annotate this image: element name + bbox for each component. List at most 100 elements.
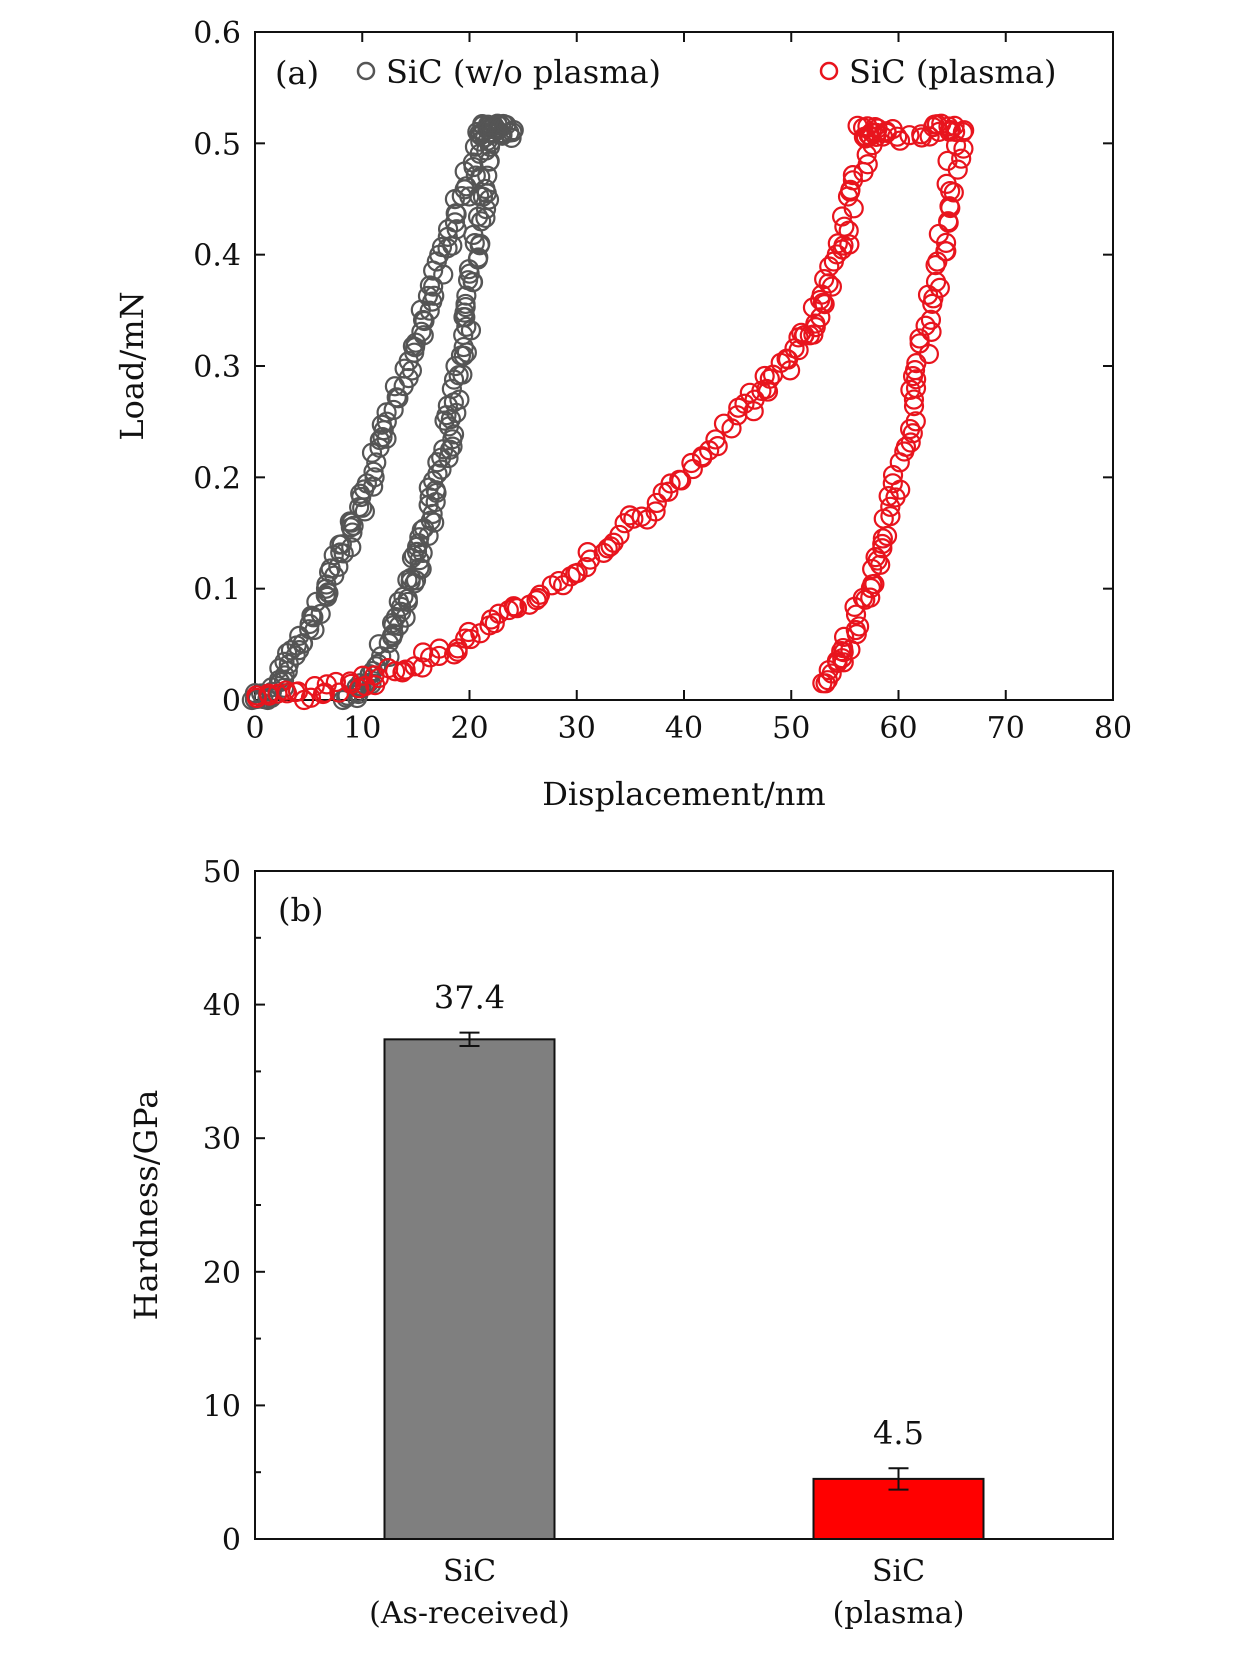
data-points-a bbox=[241, 113, 975, 711]
data-point-plasma bbox=[246, 685, 267, 706]
data-point-plasma bbox=[623, 508, 644, 529]
panel-label-a: (a) bbox=[275, 54, 319, 92]
data-point-wo-plasma bbox=[341, 512, 362, 533]
data-point-wo-plasma bbox=[376, 411, 397, 432]
data-point-plasma bbox=[885, 487, 906, 508]
data-point-plasma bbox=[812, 292, 833, 313]
x-tick-label-a: 40 bbox=[665, 711, 703, 746]
data-point-wo-plasma bbox=[423, 276, 444, 297]
panel-label-b: (b) bbox=[278, 891, 323, 929]
plot-frame-a bbox=[254, 31, 1114, 701]
data-point-wo-plasma bbox=[310, 603, 331, 625]
data-point-plasma bbox=[845, 604, 867, 625]
data-point-wo-plasma bbox=[462, 272, 483, 293]
data-point-wo-plasma bbox=[434, 410, 455, 431]
hardness-panel: 0 10 20 30 40 50 37.4 4.5 SiC (As-received) SiC (… bbox=[127, 855, 1114, 1631]
data-point-plasma bbox=[899, 125, 920, 146]
data-point-plasma bbox=[671, 470, 692, 491]
data-point-wo-plasma bbox=[369, 429, 390, 451]
data-point-plasma bbox=[906, 353, 927, 374]
data-point-plasma bbox=[857, 116, 878, 137]
data-point-plasma bbox=[325, 671, 347, 693]
data-point-plasma bbox=[834, 216, 855, 237]
data-point-plasma bbox=[815, 673, 836, 694]
data-point-wo-plasma bbox=[502, 122, 523, 143]
bar-as-received bbox=[383, 1038, 556, 1541]
legend-label-wo-plasma: SiC (w/o plasma) bbox=[386, 53, 661, 91]
x-tick-label-a: 50 bbox=[772, 711, 810, 746]
data-point-plasma bbox=[503, 596, 524, 617]
data-point-plasma bbox=[460, 628, 481, 650]
data-point-plasma bbox=[645, 501, 666, 522]
y-tick-label-a: 0.3 bbox=[193, 350, 241, 385]
data-point-plasma bbox=[833, 626, 855, 648]
data-point-plasma bbox=[935, 232, 957, 253]
x-axis-title-a: Displacement/nm bbox=[542, 775, 825, 813]
data-point-plasma bbox=[814, 269, 835, 290]
y-tick-label-b: 40 bbox=[203, 989, 241, 1024]
y-axis-title-b: Hardness/GPa bbox=[127, 1090, 165, 1321]
data-point-wo-plasma bbox=[411, 321, 432, 342]
y-tick-labels-b: 0 10 20 30 40 50 bbox=[203, 855, 241, 1558]
data-point-plasma bbox=[791, 322, 812, 343]
data-point-plasma bbox=[880, 496, 901, 517]
data-point-wo-plasma bbox=[409, 550, 430, 571]
data-point-plasma bbox=[300, 687, 322, 708]
data-point-plasma bbox=[887, 126, 908, 147]
data-point-plasma bbox=[526, 590, 547, 611]
data-point-plasma bbox=[484, 613, 505, 634]
legend-a: SiC (w/o plasma) SiC (plasma) bbox=[356, 53, 1056, 91]
data-point-plasma bbox=[312, 683, 334, 705]
data-point-plasma bbox=[920, 309, 942, 330]
data-point-plasma bbox=[631, 506, 652, 527]
y-axis-title-a: Load/mN bbox=[113, 291, 151, 440]
data-point-wo-plasma bbox=[438, 447, 459, 469]
y-tick-labels-a: 0 0.1 0.2 0.3 0.4 0.5 0.6 bbox=[193, 16, 241, 719]
legend-marker-plasma bbox=[819, 61, 839, 81]
category-labels-b: SiC (As-received) SiC (plasma) bbox=[369, 1554, 964, 1631]
data-point-wo-plasma bbox=[388, 388, 409, 409]
data-point-plasma bbox=[842, 165, 863, 186]
data-point-plasma bbox=[855, 589, 876, 610]
data-point-plasma bbox=[849, 616, 870, 637]
data-point-plasma bbox=[827, 233, 848, 254]
y-tick-label-b: 30 bbox=[203, 1122, 241, 1157]
category-label-line2: (plasma) bbox=[833, 1596, 965, 1631]
data-point-plasma bbox=[844, 596, 865, 617]
data-point-plasma bbox=[906, 369, 927, 390]
data-point-plasma bbox=[943, 182, 964, 203]
data-point-wo-plasma bbox=[315, 585, 336, 606]
bar-value-label: 37.4 bbox=[434, 979, 505, 1017]
data-point-plasma bbox=[314, 682, 335, 703]
data-point-plasma bbox=[902, 365, 924, 387]
x-tick-label-a: 0 bbox=[245, 711, 264, 746]
data-point-plasma bbox=[275, 680, 296, 701]
data-point-wo-plasma bbox=[479, 136, 501, 157]
data-point-plasma bbox=[945, 135, 967, 156]
data-point-plasma bbox=[412, 657, 433, 678]
x-tick-labels-a: 0 10 20 30 40 50 60 70 80 bbox=[245, 711, 1132, 746]
y-tick-label-b: 50 bbox=[203, 855, 241, 890]
data-point-plasma bbox=[889, 452, 910, 473]
data-point-plasma bbox=[577, 541, 598, 563]
data-point-wo-plasma bbox=[443, 424, 465, 445]
data-point-plasma bbox=[721, 418, 742, 439]
data-point-plasma bbox=[691, 446, 713, 467]
data-point-wo-plasma bbox=[331, 534, 352, 555]
data-point-plasma bbox=[903, 389, 925, 410]
data-point-wo-plasma bbox=[443, 369, 465, 390]
data-point-wo-plasma bbox=[503, 120, 524, 141]
data-point-plasma bbox=[597, 538, 618, 559]
x-tick-label-a: 20 bbox=[450, 711, 488, 746]
legend-label-plasma: SiC (plasma) bbox=[849, 53, 1056, 91]
data-point-wo-plasma bbox=[479, 151, 500, 172]
data-point-plasma bbox=[880, 505, 901, 527]
data-point-wo-plasma bbox=[444, 212, 466, 233]
data-point-wo-plasma bbox=[413, 325, 434, 346]
data-point-wo-plasma bbox=[437, 219, 459, 240]
load-displacement-panel: 0 10 20 30 40 50 60 70 80 0 0.1 0.2 0.3 0.4 0.5 0.6 Di… bbox=[113, 16, 1132, 813]
data-point-plasma bbox=[925, 271, 947, 292]
data-point-plasma bbox=[921, 321, 942, 342]
data-point-wo-plasma bbox=[475, 207, 496, 229]
